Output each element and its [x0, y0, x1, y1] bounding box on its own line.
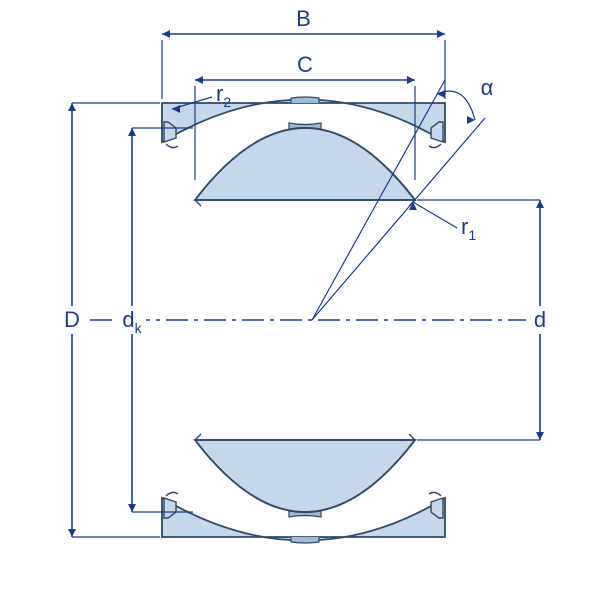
dim-label-D: D	[64, 307, 80, 332]
inner-ring-groove-bottom	[289, 123, 321, 129]
outer-ring-groove-top	[291, 537, 319, 543]
label-r2: r2	[216, 81, 231, 110]
label-alpha: α	[481, 75, 494, 100]
inner-ring-groove-top	[289, 511, 321, 517]
label-r1: r1	[461, 214, 476, 243]
dim-label-B: B	[296, 6, 311, 31]
dim-label-C: C	[297, 52, 313, 77]
outer-ring-groove-bottom	[291, 97, 319, 103]
dim-label-d: d	[534, 307, 546, 332]
